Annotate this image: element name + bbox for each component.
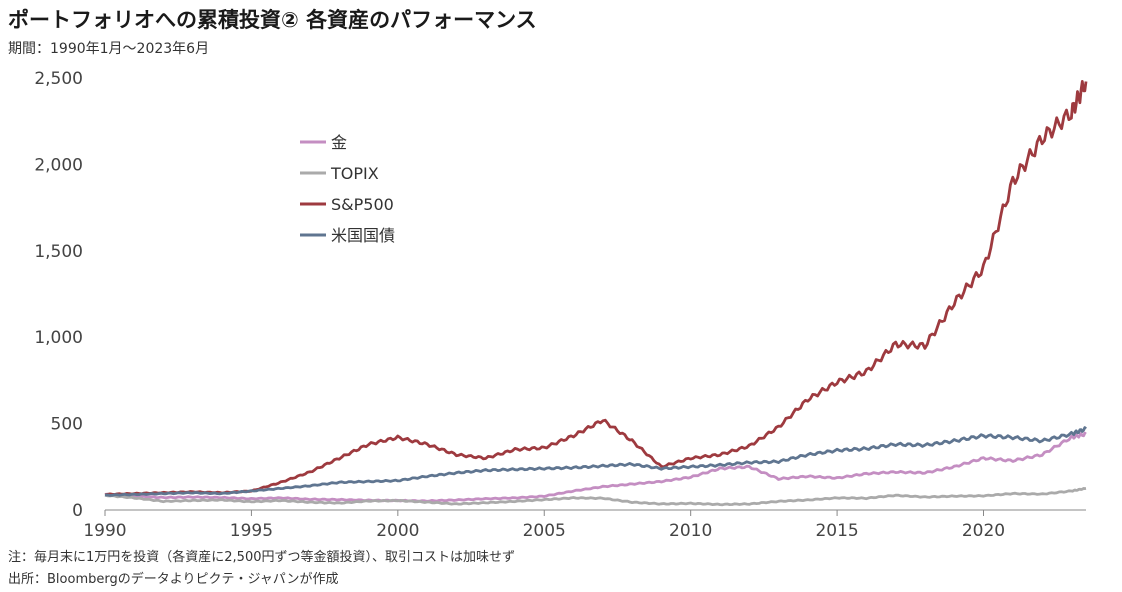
legend-label: 金 <box>331 133 347 152</box>
series-line <box>104 80 1088 497</box>
legend: 金 TOPIX S&P500 米国国債 <box>300 133 395 245</box>
y-tick-label: 1,000 <box>34 328 83 348</box>
y-tick-label: 2,500 <box>34 69 83 89</box>
y-tick-label: 500 <box>51 415 83 435</box>
x-tick-label: 2020 <box>962 521 1005 541</box>
source-note: 出所：Bloombergのデータよりピクテ・ジャパンが作成 <box>8 572 339 587</box>
series-line <box>104 431 1087 503</box>
legend-label: 米国国債 <box>331 226 395 245</box>
x-tick-label: 2015 <box>815 521 858 541</box>
axes: 0 500 1,000 1,500 2,000 2,500 1990 1995 2000 2005… <box>34 69 1086 541</box>
y-tick-label: 2,000 <box>34 155 83 175</box>
x-tick-label: 2010 <box>669 521 712 541</box>
legend-label: TOPIX <box>330 164 379 183</box>
chart-title: ポートフォリオへの累積投資② 各資産のパフォーマンス <box>8 8 537 32</box>
y-tick-label: 1,500 <box>34 242 83 262</box>
footnote: 注：毎月末に1万円を投資（各資産に2,500円ずつ等金額投資）、取引コストは加味… <box>8 550 515 565</box>
y-tick-label: 0 <box>72 501 83 521</box>
series-line <box>104 426 1087 497</box>
x-tick-label: 2000 <box>376 521 419 541</box>
x-tick-label: 2005 <box>523 521 566 541</box>
series-lines <box>104 80 1088 507</box>
series-line <box>104 486 1087 507</box>
chart-period: 期間：1990年1月～2023年6月 <box>8 41 210 57</box>
x-tick-label: 1995 <box>230 521 273 541</box>
legend-label: S&P500 <box>331 195 394 214</box>
x-tick-label: 1990 <box>83 521 126 541</box>
